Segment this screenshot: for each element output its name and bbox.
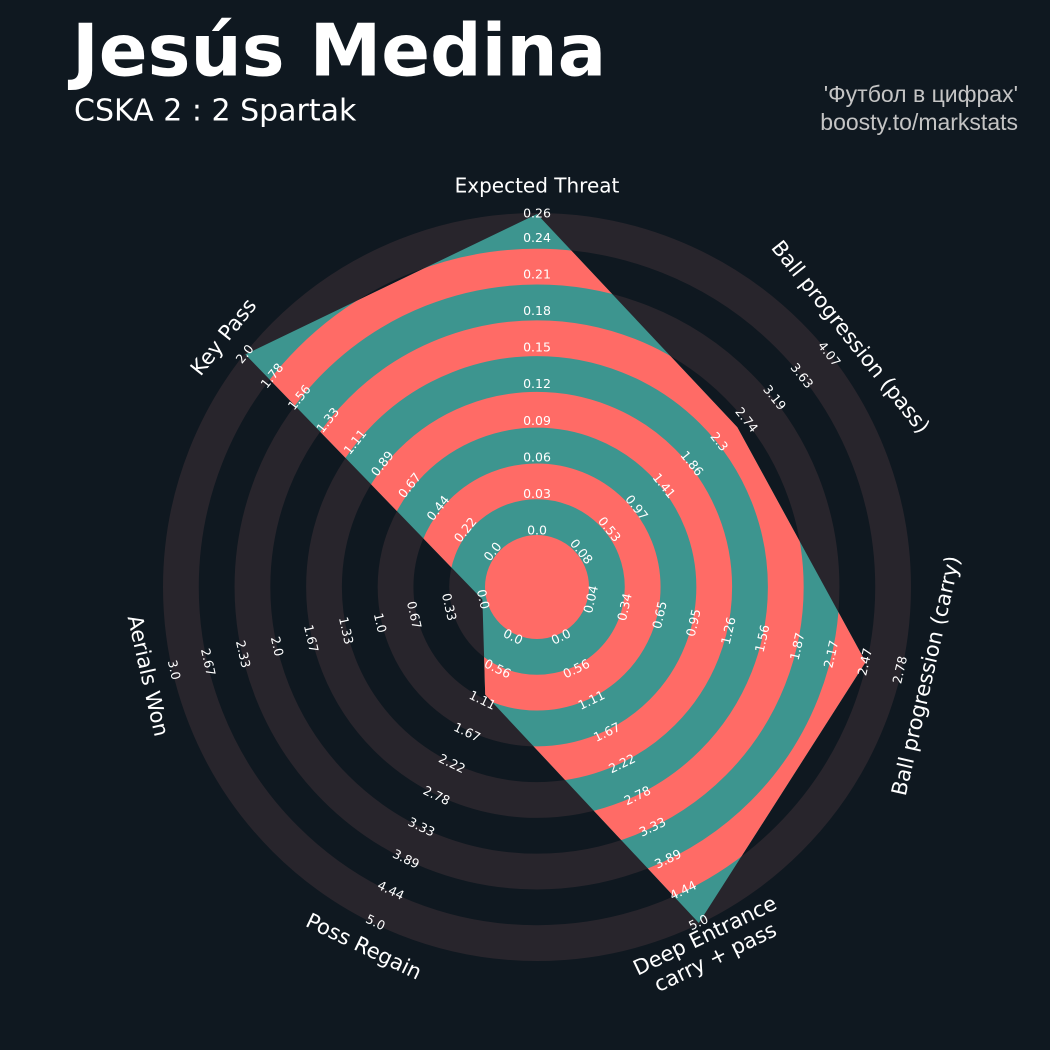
tick-label: 2.78 bbox=[889, 655, 910, 686]
tick-label: 0.03 bbox=[523, 486, 551, 501]
tick-label: 0.0 bbox=[527, 523, 547, 538]
tick-label: 0.0 bbox=[474, 588, 493, 611]
inner-circle bbox=[485, 535, 589, 639]
tick-label: 2.17 bbox=[820, 639, 841, 669]
tick-label: 2.67 bbox=[198, 647, 219, 677]
tick-label: 0.06 bbox=[523, 449, 551, 464]
tick-label: 0.18 bbox=[523, 303, 551, 318]
tick-label: 0.12 bbox=[523, 376, 551, 391]
tick-label: 0.15 bbox=[523, 340, 551, 355]
tick-label: 0.24 bbox=[523, 230, 551, 245]
chart-title: Jesús Medina bbox=[67, 9, 606, 93]
chart-subtitle: CSKA 2 : 2 Spartak bbox=[74, 94, 357, 129]
tick-label: 1.56 bbox=[752, 623, 773, 654]
tick-label: 0.26 bbox=[523, 206, 551, 221]
tick-label: 2.47 bbox=[854, 647, 875, 677]
tick-label: 0.95 bbox=[683, 607, 704, 637]
tick-label: 1.87 bbox=[787, 631, 808, 661]
tick-label: 1.0 bbox=[371, 611, 390, 634]
tick-label: 0.21 bbox=[523, 266, 551, 281]
tick-label: 0.67 bbox=[404, 600, 425, 630]
tick-label: 1.26 bbox=[718, 615, 739, 646]
tick-label: 0.04 bbox=[580, 584, 601, 615]
tick-label: 2.0 bbox=[268, 635, 287, 658]
tick-label: 0.33 bbox=[439, 592, 460, 622]
tick-label: 1.33 bbox=[336, 615, 357, 645]
credit: boosty.to/markstats bbox=[820, 109, 1018, 135]
tick-label: 1.67 bbox=[301, 623, 322, 653]
tick-label: 0.09 bbox=[523, 413, 551, 428]
param-label: Expected Threat bbox=[455, 174, 620, 198]
credit: 'Футбол в цифрах' bbox=[824, 81, 1018, 107]
tick-label: 2.33 bbox=[233, 639, 254, 669]
tick-label: 0.65 bbox=[649, 600, 670, 630]
tick-label: 0.34 bbox=[614, 592, 635, 623]
tick-label: 3.0 bbox=[165, 658, 184, 681]
